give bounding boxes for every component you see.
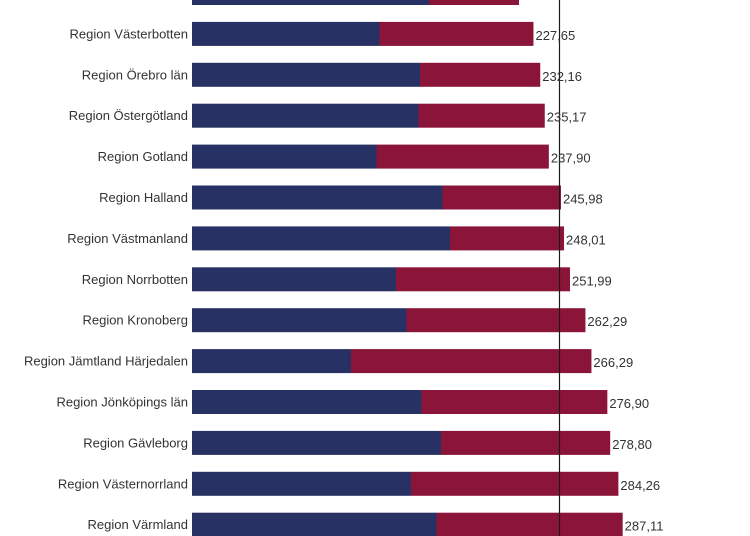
bar-segment-2-row-11 [441, 430, 611, 455]
value-label-row-13: 287,11 [625, 519, 664, 534]
category-label-row-9: Region Jämtland Härjedalen [24, 354, 188, 369]
bar-segment-1-row-3 [192, 103, 419, 128]
bar-segment-1-row-8 [192, 308, 407, 333]
bar-segment-1-row-13 [192, 512, 437, 536]
value-label-row-12: 284,26 [620, 478, 660, 493]
bar-segment-1-row-11 [192, 430, 441, 455]
value-label-row-9: 266,29 [593, 355, 633, 370]
bar-segment-2-row-6 [450, 226, 565, 251]
category-label-row-11: Region Gävleborg [83, 435, 188, 450]
category-label-row-4: Region Gotland [98, 149, 188, 164]
bar-segment-2-row-8 [406, 308, 586, 333]
category-label-row-1: Region Västerbotten [69, 26, 188, 41]
bar-segment-2-row-12 [411, 471, 619, 496]
bar-segment-2-row-1 [379, 21, 534, 46]
bar-segment-1-row-4 [192, 144, 377, 169]
bars-layer [192, 0, 623, 536]
bar-segment-1-row-12 [192, 471, 411, 496]
category-label-row-2: Region Örebro län [82, 67, 188, 82]
value-label-row-11: 278,80 [612, 437, 652, 452]
bar-segment-1-row-1 [192, 21, 380, 46]
category-label-row-3: Region Östergötland [69, 108, 188, 123]
bar-segment-1-row-9 [192, 349, 351, 374]
category-label-row-7: Region Norrbotten [82, 272, 188, 287]
category-label-row-12: Region Västernorrland [58, 476, 188, 491]
bar-segment-2-row-13 [436, 512, 623, 536]
bar-segment-1-row-0 [192, 0, 429, 5]
value-label-row-3: 235,17 [547, 110, 587, 125]
bar-segment-2-row-10 [421, 390, 608, 414]
value-label-row-1: 227,65 [535, 28, 575, 43]
value-label-row-6: 248,01 [566, 232, 606, 247]
bar-segment-2-row-4 [376, 144, 549, 169]
bar-segment-2-row-2 [420, 62, 541, 87]
value-label-row-8: 262,29 [587, 314, 627, 329]
labels-layer: Region Västerbotten 227,65 Region Örebro l… [24, 26, 664, 533]
value-label-row-5: 245,98 [563, 192, 603, 207]
category-label-row-5: Region Halland [99, 190, 188, 205]
bar-segment-2-row-9 [351, 349, 592, 374]
bar-segment-2-row-0 [429, 0, 519, 5]
bar-segment-2-row-7 [396, 267, 570, 292]
category-label-row-10: Region Jönköpings län [56, 395, 188, 410]
bar-segment-1-row-10 [192, 390, 422, 414]
category-label-row-8: Region Kronoberg [82, 313, 188, 328]
bar-segment-2-row-5 [442, 185, 561, 210]
value-label-row-7: 251,99 [572, 273, 612, 288]
bar-segment-1-row-5 [192, 185, 443, 210]
value-label-row-4: 237,90 [551, 151, 591, 166]
category-label-row-6: Region Västmanland [67, 231, 188, 246]
value-label-row-10: 276,90 [609, 396, 649, 411]
bar-segment-2-row-3 [418, 103, 545, 128]
category-label-row-13: Region Värmland [88, 517, 188, 532]
bar-segment-1-row-7 [192, 267, 396, 292]
value-label-row-2: 232,16 [542, 69, 582, 84]
bar-segment-1-row-2 [192, 62, 420, 87]
bar-segment-1-row-6 [192, 226, 450, 251]
